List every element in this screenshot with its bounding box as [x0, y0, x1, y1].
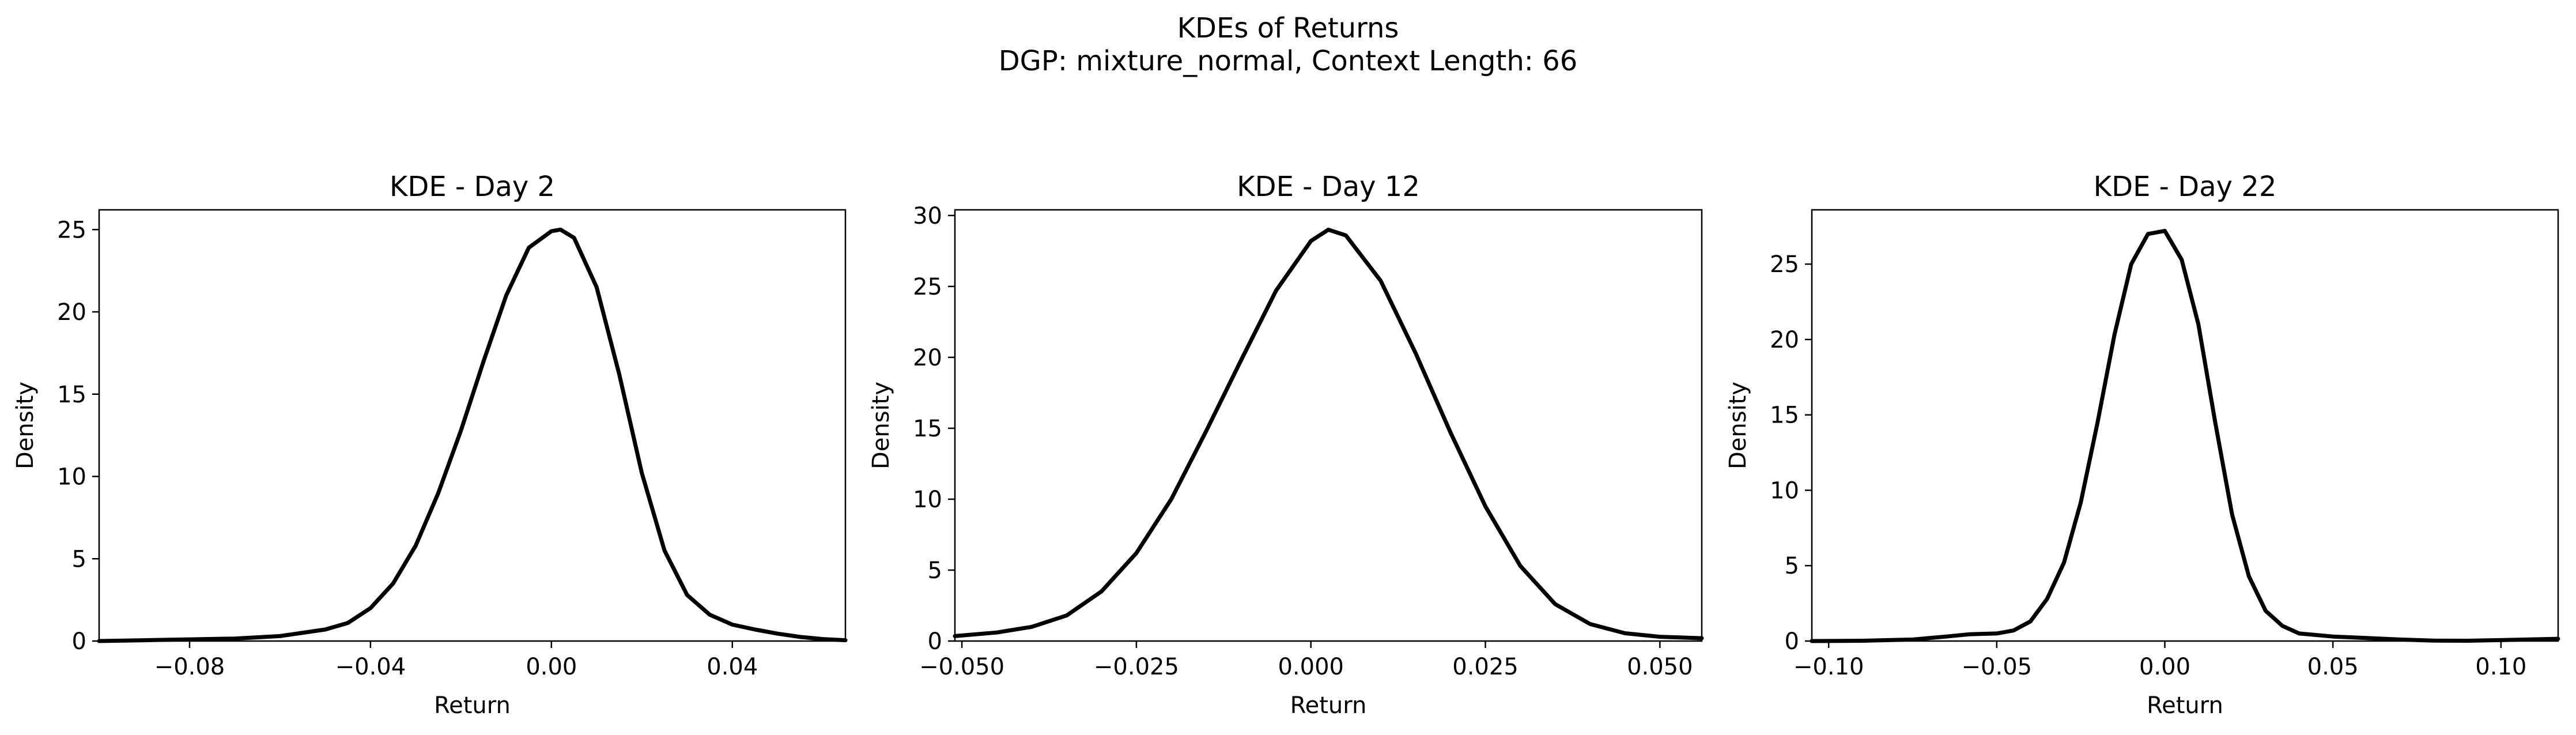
- subplot-day-2: KDE - Day 2 −0.08 −0.04 0.00 0.04 0 5 10 15 20 25 R…: [12, 171, 848, 719]
- y-tick-label: 25: [913, 274, 942, 300]
- y-tick-label: 5: [1785, 553, 1799, 579]
- y-tick-label: 10: [913, 487, 942, 513]
- y-tick-label: 10: [57, 464, 86, 491]
- x-tick-label: −0.050: [919, 654, 1004, 680]
- x-tick-label: −0.04: [335, 654, 406, 680]
- y-tick-label: 15: [57, 382, 86, 408]
- kde-line: [97, 227, 848, 643]
- y-tick-label: 20: [57, 299, 86, 326]
- x-tick-label: 0.000: [1278, 654, 1344, 680]
- subplot-title: KDE - Day 12: [1237, 171, 1420, 203]
- y-tick-label: 20: [1770, 327, 1799, 353]
- x-axis-label: Return: [2147, 692, 2223, 719]
- x-tick-label: −0.05: [1962, 654, 2033, 680]
- x-axis-label: Return: [434, 692, 511, 719]
- x-tick-label: 0.025: [1452, 654, 1519, 680]
- y-tick-label: 30: [913, 203, 942, 229]
- x-tick-label: −0.08: [154, 654, 225, 680]
- y-tick-label: 0: [928, 628, 942, 655]
- y-axis-label: Density: [12, 382, 39, 469]
- y-tick-label: 5: [928, 557, 942, 584]
- kde-line: [1810, 229, 2560, 643]
- x-tick-label: 0.04: [707, 654, 758, 680]
- y-tick-label: 0: [1785, 628, 1799, 655]
- y-tick-label: 15: [913, 416, 942, 442]
- x-tick-label: 0.10: [2475, 654, 2526, 680]
- x-tick-label: 0.05: [2307, 654, 2359, 680]
- y-tick-label: 0: [72, 628, 86, 655]
- x-tick-label: −0.025: [1094, 654, 1179, 680]
- x-axis-label: Return: [1290, 692, 1367, 719]
- axes-frame: [1811, 209, 2559, 642]
- kde-line: [953, 227, 1704, 640]
- subplot-day-12: KDE - Day 12 −0.050 −0.025 0.000 0.025 0.050 0…: [868, 171, 1704, 719]
- axes-frame: [954, 209, 1703, 642]
- x-tick-label: 0.00: [2139, 654, 2190, 680]
- y-tick-label: 25: [57, 217, 86, 243]
- y-axis-label: Density: [868, 382, 894, 469]
- subplot-day-22: KDE - Day 22 −0.10 −0.05 0.00 0.05 0.10 0 5 10 15…: [1725, 171, 2560, 719]
- subplot-title: KDE - Day 2: [390, 171, 555, 203]
- y-axis-label: Density: [1725, 382, 1751, 469]
- x-tick-label: 0.050: [1627, 654, 1693, 680]
- y-tick-label: 25: [1770, 251, 1799, 278]
- x-tick-label: −0.10: [1793, 654, 1864, 680]
- subplot-title: KDE - Day 22: [2094, 171, 2277, 203]
- y-tick-label: 5: [72, 546, 86, 572]
- y-tick-label: 10: [1770, 477, 1799, 504]
- x-tick-label: 0.00: [526, 654, 577, 680]
- y-tick-label: 15: [1770, 402, 1799, 429]
- axes-frame: [98, 209, 847, 642]
- figure-subtitle: DGP: mixture_normal, Context Length: 66: [999, 45, 1578, 77]
- figure-title: KDEs of Returns: [1177, 12, 1399, 44]
- y-tick-label: 20: [913, 345, 942, 371]
